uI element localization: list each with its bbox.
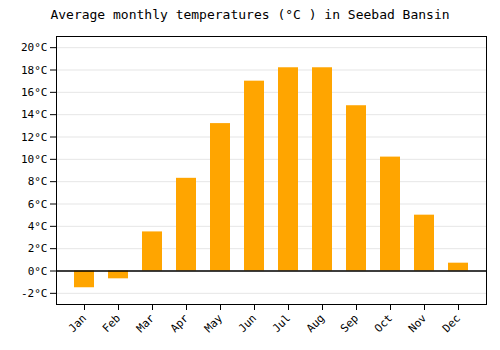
svg-text:2°C: 2°C: [28, 242, 48, 255]
svg-text:20°C: 20°C: [21, 41, 48, 54]
svg-text:Oct: Oct: [372, 312, 395, 335]
svg-text:4°C: 4°C: [28, 220, 48, 233]
svg-text:Jul: Jul: [270, 312, 293, 335]
svg-text:Jun: Jun: [236, 312, 259, 335]
svg-text:Nov: Nov: [406, 311, 430, 335]
svg-text:May: May: [202, 311, 226, 335]
svg-text:0°C: 0°C: [28, 265, 48, 278]
svg-text:Jan: Jan: [66, 312, 89, 335]
svg-text:Sep: Sep: [338, 312, 361, 335]
svg-text:Aug: Aug: [304, 312, 327, 335]
html-text:Average monthly temperatures (: Average monthly temperatures (°C ) in Se…: [50, 7, 450, 22]
svg-text:Dec: Dec: [440, 312, 463, 335]
svg-text:18°C: 18°C: [21, 64, 48, 77]
svg-text:Apr: Apr: [168, 311, 192, 335]
svg-text:10°C: 10°C: [21, 153, 48, 166]
svg-text:-2°C: -2°C: [21, 287, 48, 300]
svg-text:6°C: 6°C: [28, 198, 48, 211]
svg-text:Feb: Feb: [100, 312, 123, 335]
svg-text:12°C: 12°C: [21, 131, 48, 144]
svg-text:16°C: 16°C: [21, 86, 48, 99]
svg-text:14°C: 14°C: [21, 108, 48, 121]
svg-text:8°C: 8°C: [28, 175, 48, 188]
svg-text:Mar: Mar: [134, 311, 158, 335]
